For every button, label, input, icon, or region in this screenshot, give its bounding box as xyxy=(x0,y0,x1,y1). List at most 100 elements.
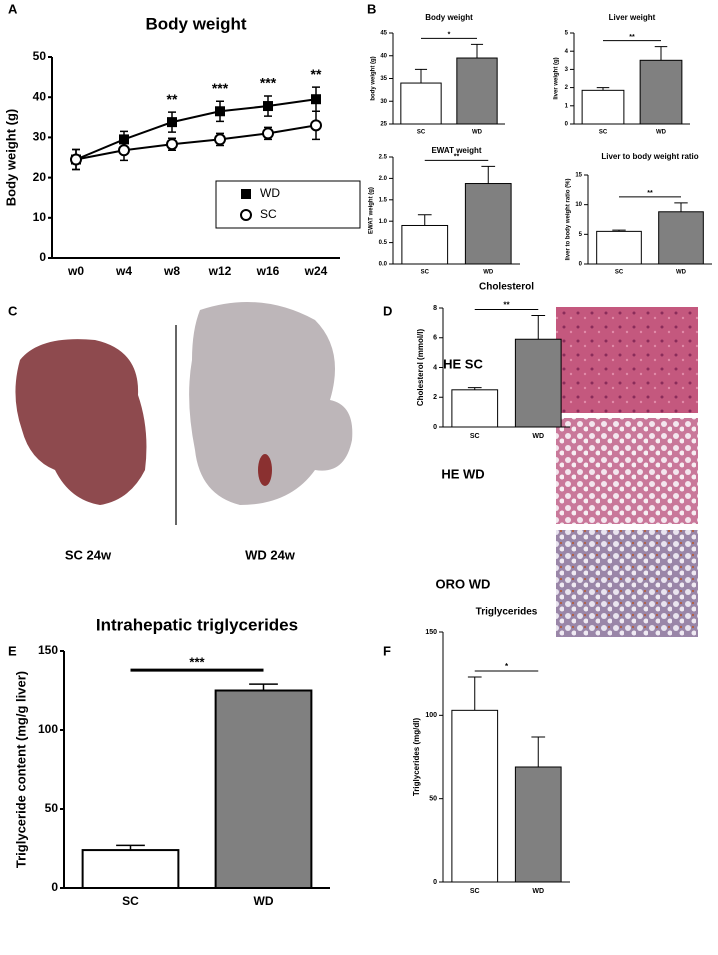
panel-c-photos xyxy=(15,302,353,525)
error-bar xyxy=(417,214,432,226)
chart-title: Intrahepatic triglycerides xyxy=(96,615,298,634)
error-bar xyxy=(116,844,145,851)
bar xyxy=(639,59,683,125)
y-tick-label: 0.5 xyxy=(379,240,388,246)
bar xyxy=(596,230,642,265)
y-axis-label: liver to body weight ratio (%) xyxy=(566,178,572,260)
panel-d-histology xyxy=(556,307,698,637)
histology-he-sc xyxy=(556,307,698,413)
marker xyxy=(119,134,129,145)
y-tick-label: 0 xyxy=(433,424,437,431)
histology-he-wd xyxy=(556,418,698,524)
legend-box xyxy=(215,180,361,229)
marker xyxy=(311,94,321,105)
y-tick-label: 8 xyxy=(433,305,437,312)
y-tick-label: 100 xyxy=(38,722,58,736)
y-tick-label: 10 xyxy=(33,210,47,224)
error-bar xyxy=(414,68,428,84)
error-bar xyxy=(467,676,482,711)
significance-label: *** xyxy=(189,654,205,669)
y-tick-label: 50 xyxy=(429,796,437,803)
legend-label: SC xyxy=(260,207,277,221)
x-tick-label: w16 xyxy=(256,264,280,278)
significance-label: ** xyxy=(647,190,653,197)
x-tick-label: SC xyxy=(470,433,480,440)
chart-title: Cholesterol xyxy=(479,282,534,293)
y-tick-label: 5 xyxy=(565,31,569,37)
y-axis-label: Triglycerides (mg/dl) xyxy=(412,718,421,797)
y-tick-label: 0 xyxy=(579,262,583,268)
y-tick-label: 10 xyxy=(575,202,582,208)
bar xyxy=(214,689,313,889)
bar xyxy=(464,183,512,265)
y-axis-label: body weight (g) xyxy=(371,56,377,100)
chart-title: Body weight xyxy=(145,14,246,33)
bar xyxy=(451,389,499,428)
y-tick-label: 150 xyxy=(38,643,58,657)
x-tick-label: w8 xyxy=(163,264,180,278)
significance-label: ** xyxy=(629,34,635,41)
chart-title: Triglycerides xyxy=(476,607,538,618)
y-tick-label: 20 xyxy=(33,170,47,184)
y-axis-label: Triglyceride content (mg/g liver) xyxy=(13,671,28,868)
error-bar xyxy=(674,202,688,212)
annotation: *** xyxy=(212,80,229,96)
error-bar xyxy=(612,229,626,232)
x-tick-label: SC xyxy=(122,894,139,908)
bar xyxy=(658,211,704,265)
bar xyxy=(514,766,562,883)
x-tick-label: w12 xyxy=(208,264,232,278)
annotation: ** xyxy=(167,91,178,107)
error-bar xyxy=(654,46,668,61)
y-axis-label: Body weight (g) xyxy=(3,109,18,207)
panel-label: A xyxy=(8,1,18,16)
x-tick-label: WD xyxy=(656,130,667,136)
y-tick-label: 2.5 xyxy=(379,155,388,161)
legend-label: WD xyxy=(260,186,280,200)
error-bar xyxy=(531,736,546,767)
y-axis-label: Cholesterol (mmol/l) xyxy=(416,328,425,406)
bar xyxy=(400,82,442,125)
bar xyxy=(581,89,625,125)
bar xyxy=(451,709,499,883)
error-bar xyxy=(481,165,496,184)
series-line xyxy=(75,124,317,161)
panel-label: B xyxy=(367,1,376,16)
marker xyxy=(70,153,82,166)
y-axis-label: liver weight (g) xyxy=(554,57,560,99)
y-tick-label: 2 xyxy=(565,85,569,91)
marker xyxy=(214,133,226,146)
marker xyxy=(262,127,274,140)
chart-title: Liver to body weight ratio xyxy=(601,152,698,161)
y-tick-label: 4 xyxy=(433,364,437,371)
y-tick-label: 1.0 xyxy=(379,219,388,225)
marker xyxy=(118,144,130,157)
x-tick-label: WD xyxy=(532,433,544,440)
panel-label: F xyxy=(383,643,391,658)
x-tick-label: w24 xyxy=(304,264,328,278)
x-tick-label: SC xyxy=(615,270,624,276)
x-tick-label: SC xyxy=(417,130,426,136)
y-tick-label: 100 xyxy=(425,712,437,719)
legend-marker xyxy=(240,209,252,221)
y-tick-label: 6 xyxy=(433,335,437,342)
legend-marker xyxy=(241,189,251,199)
panel-label: E xyxy=(8,643,17,658)
annotation: ** xyxy=(311,66,322,82)
histology-label: ORO WD xyxy=(436,576,491,591)
marker xyxy=(263,101,273,112)
y-tick-label: 0 xyxy=(433,879,437,886)
panel-label: D xyxy=(383,303,392,318)
significance-label: * xyxy=(505,662,509,671)
x-tick-label: WD xyxy=(532,888,544,895)
x-tick-label: WD xyxy=(472,130,483,136)
liver-wd-detail xyxy=(258,454,272,486)
x-tick-label: SC xyxy=(421,270,430,276)
y-tick-label: 0 xyxy=(565,122,569,128)
x-tick-label: WD xyxy=(254,894,274,908)
histology-oro-wd xyxy=(556,530,698,637)
y-tick-label: 50 xyxy=(45,801,59,815)
annotation: *** xyxy=(260,75,277,91)
marker xyxy=(310,119,322,132)
y-tick-label: 2.0 xyxy=(379,176,388,182)
